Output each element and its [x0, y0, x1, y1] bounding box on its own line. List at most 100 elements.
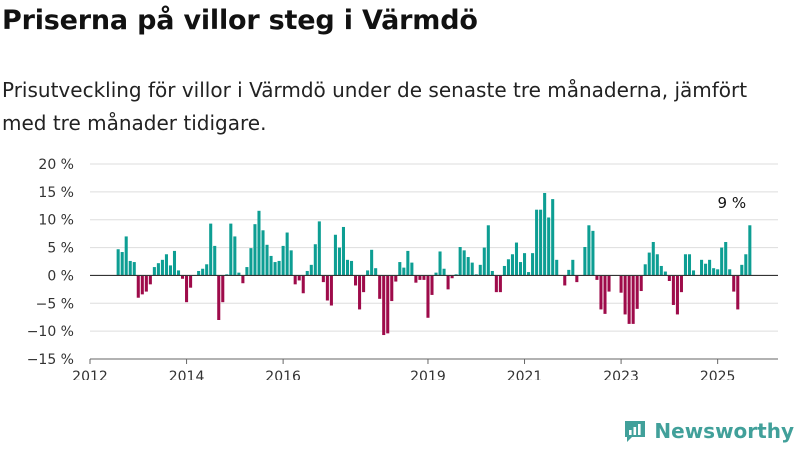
bar — [599, 275, 603, 310]
bar — [434, 272, 438, 276]
x-tick-label: 2023 — [603, 369, 639, 380]
x-tick-label: 2016 — [265, 369, 301, 380]
bar — [205, 264, 209, 276]
bar — [241, 275, 245, 284]
bar — [514, 242, 519, 276]
bar — [382, 275, 386, 336]
bar — [418, 275, 422, 280]
bar — [728, 269, 732, 276]
bar — [189, 275, 193, 288]
bar — [466, 257, 470, 276]
bar — [691, 270, 696, 276]
bar — [539, 209, 543, 276]
bar — [490, 270, 494, 276]
bar — [160, 259, 164, 276]
newsworthy-logo-icon — [625, 421, 646, 442]
bar — [281, 245, 285, 276]
bar — [313, 244, 317, 276]
bar — [555, 259, 559, 276]
bar — [116, 249, 120, 276]
bar — [494, 275, 498, 293]
gridlines — [90, 163, 778, 360]
bar — [736, 275, 740, 310]
bar — [132, 262, 136, 276]
bar — [478, 264, 482, 276]
x-tick-label: 2025 — [700, 369, 736, 380]
bar — [639, 275, 643, 292]
bar — [329, 275, 333, 306]
bar — [185, 275, 189, 303]
bar — [297, 275, 301, 281]
bar-chart: −15 %−10 %−5 %0 %5 %10 %15 %20 % 2012 201… — [27, 157, 778, 380]
bar — [128, 260, 132, 276]
bar — [426, 275, 430, 318]
chart-subtitle: Prisutveckling för villor i Värmdö under… — [2, 78, 748, 135]
y-tick-label: 0 % — [47, 268, 74, 284]
bar — [595, 275, 599, 280]
bar — [176, 270, 181, 276]
bar — [414, 275, 418, 283]
bar — [563, 275, 567, 286]
bar — [567, 269, 571, 276]
bar — [201, 268, 205, 276]
bar — [543, 192, 547, 276]
bar — [197, 270, 201, 276]
bar — [305, 270, 309, 276]
bar — [349, 260, 354, 276]
y-tick-label: 20 % — [38, 157, 74, 173]
bar — [724, 242, 728, 276]
bar — [498, 275, 502, 293]
bar — [486, 225, 490, 276]
x-tick-label: 2021 — [507, 369, 543, 380]
bar — [438, 251, 442, 276]
bar — [458, 247, 462, 276]
bar — [410, 262, 414, 276]
bar — [700, 259, 704, 276]
bar — [341, 226, 345, 276]
bar — [627, 275, 631, 324]
bar — [732, 275, 736, 292]
bar — [370, 249, 374, 276]
bar — [502, 265, 506, 276]
bar — [221, 275, 225, 303]
bar — [293, 275, 297, 285]
bar — [209, 223, 213, 276]
bar — [510, 254, 514, 276]
newsworthy-logo: Newsworthy — [622, 418, 794, 444]
bar — [527, 272, 531, 276]
bar — [398, 262, 402, 276]
bar — [547, 217, 551, 276]
bar — [450, 275, 454, 279]
brand-name: Newsworthy — [654, 419, 794, 443]
bar — [273, 262, 277, 276]
bar — [647, 252, 651, 276]
bar — [366, 270, 370, 276]
bar — [337, 247, 341, 276]
bar — [277, 260, 281, 276]
bar — [172, 250, 177, 276]
bar — [482, 247, 486, 276]
bar — [631, 275, 635, 324]
bar — [249, 248, 253, 276]
bar — [575, 275, 579, 283]
bar — [430, 275, 434, 295]
bar — [663, 271, 667, 276]
y-axis-labels: −15 % −10 % −5 % 0 % 5 % 10 % 15 % 20 % — [27, 157, 74, 368]
bar — [748, 225, 752, 276]
bar — [740, 264, 744, 276]
bar — [120, 252, 124, 276]
bar — [406, 250, 410, 276]
bar — [687, 254, 692, 276]
bar — [712, 268, 716, 276]
bar — [333, 234, 337, 276]
bar — [607, 275, 611, 292]
bar — [402, 267, 406, 276]
bar — [523, 253, 527, 276]
bar — [229, 223, 233, 276]
bar — [164, 254, 168, 276]
bar — [535, 209, 539, 276]
y-tick-label: −10 % — [27, 324, 74, 340]
bar — [144, 275, 148, 292]
bar — [213, 245, 217, 276]
bar — [285, 232, 289, 276]
